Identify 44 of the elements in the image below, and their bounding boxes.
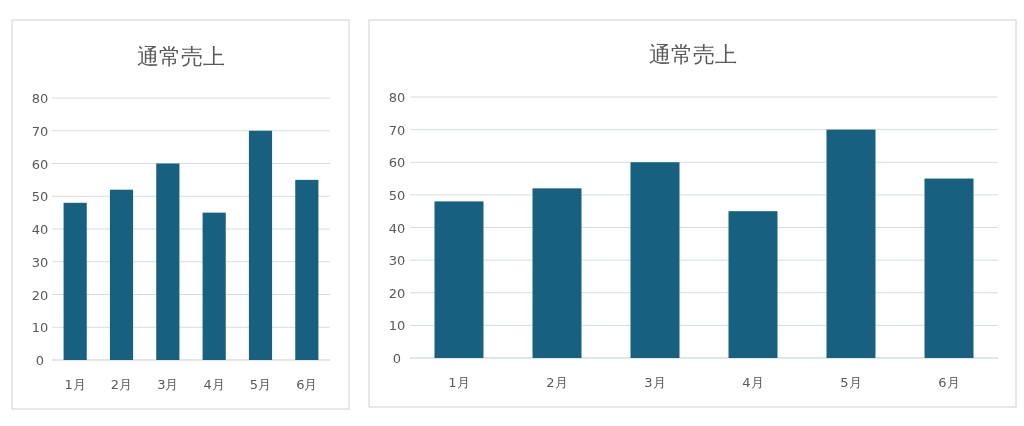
bar [728,211,778,358]
x-tick-label: 3月 [644,375,666,390]
bar [202,212,226,360]
bar [63,202,87,360]
chart-title: 通常売上 [648,42,737,67]
y-tick-label: 0 [35,353,45,368]
x-tick-label: 1月 [448,375,470,390]
y-tick-label: 60 [31,156,49,172]
x-tick-label: 4月 [203,377,225,392]
y-tick-label: 10 [388,318,406,334]
x-tick-label: 3月 [157,377,179,392]
y-tick-label: 30 [388,253,406,269]
y-tick-label: 40 [31,222,49,237]
bar [434,201,484,358]
x-tick-label: 2月 [546,375,568,390]
bar [109,189,134,360]
bar [156,163,180,360]
y-tick-label: 70 [388,122,406,138]
y-tick-label: 40 [388,220,406,236]
x-tick-label: 2月 [110,377,133,392]
y-tick-label: 10 [31,320,49,336]
x-tick-label: 5月 [840,375,862,390]
bar [532,188,582,358]
bar [295,179,319,360]
y-tick-label: 20 [31,287,49,303]
x-tick-label: 5月 [249,377,272,392]
x-tick-label: 4月 [742,375,764,390]
y-tick-label: 60 [388,155,406,171]
y-tick-label: 80 [31,91,49,106]
bar [826,129,876,358]
x-tick-label: 6月 [296,377,318,392]
y-tick-label: 30 [31,254,49,270]
y-tick-label: 50 [388,187,406,203]
y-tick-label: 80 [388,90,406,105]
bar [248,130,273,360]
bar [630,162,680,358]
bar [924,178,974,358]
x-tick-label: 1月 [64,377,86,392]
x-tick-label: 6月 [938,375,960,390]
y-tick-label: 0 [392,351,402,366]
y-tick-label: 50 [31,189,49,205]
chart-title: 通常売上 [136,44,225,69]
y-tick-label: 70 [31,123,49,139]
y-tick-label: 20 [388,285,406,301]
